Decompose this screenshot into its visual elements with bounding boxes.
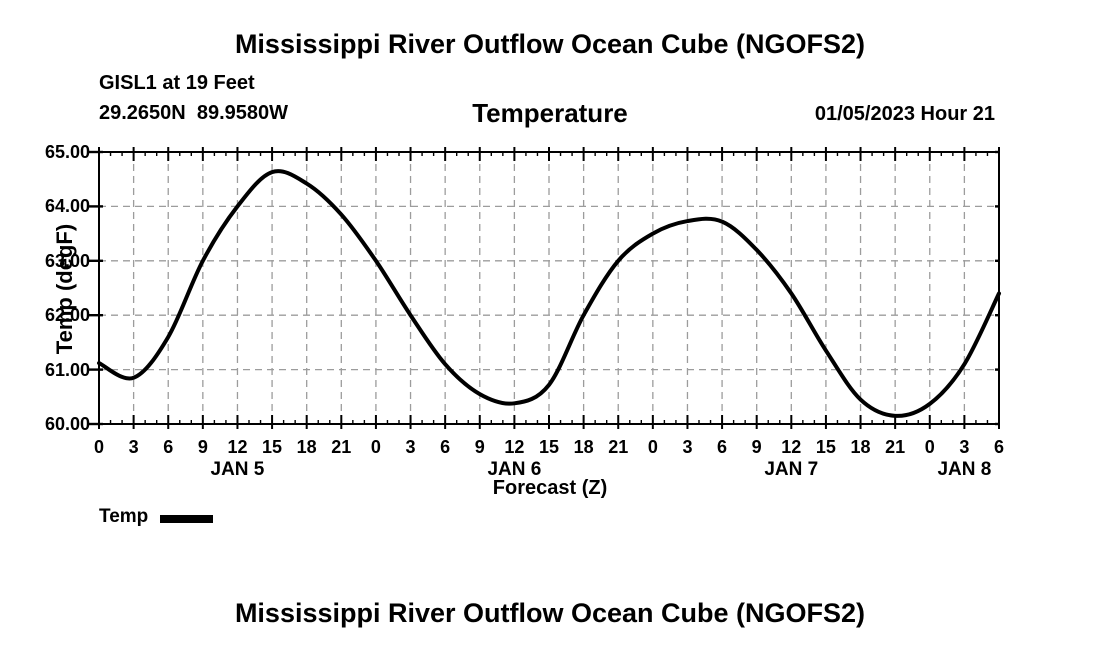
temperature-line-chart <box>89 147 1001 429</box>
x-tick-label: 0 <box>647 437 658 457</box>
x-tick-label: 6 <box>993 437 1004 457</box>
station-label: GISL1 at 19 Feet <box>99 72 255 94</box>
y-tick-label: 63.00 <box>44 250 90 271</box>
station-coordinates: 29.2650N 89.9580W <box>99 102 289 124</box>
x-tick-label: 9 <box>751 437 762 457</box>
x-tick-label: 18 <box>296 437 317 457</box>
x-tick-label: 15 <box>815 437 836 457</box>
x-tick-label: 12 <box>781 437 802 457</box>
x-tick-label: 3 <box>682 437 693 457</box>
y-tick-label: 64.00 <box>44 196 90 217</box>
x-tick-label: 3 <box>405 437 416 457</box>
x-tick-label: 6 <box>717 437 728 457</box>
day-label: JAN 6 <box>487 459 542 480</box>
x-tick-label: 18 <box>573 437 594 457</box>
y-tick-label: 62.00 <box>44 305 90 326</box>
x-tick-label: 3 <box>959 437 970 457</box>
x-tick-label: 9 <box>197 437 208 457</box>
x-tick-label: 18 <box>850 437 871 457</box>
day-label: JAN 5 <box>210 459 265 480</box>
x-tick-label: 0 <box>924 437 935 457</box>
forecast-cycle-label: 01/05/2023 Hour 21 <box>814 103 995 125</box>
day-label: JAN 8 <box>937 459 992 480</box>
x-tick-label: 0 <box>93 437 104 457</box>
x-tick-label: 15 <box>538 437 560 457</box>
x-tick-label: 12 <box>227 437 248 457</box>
x-tick-label: 9 <box>474 437 485 457</box>
page-title: Mississippi River Outflow Ocean Cube (NG… <box>234 29 866 59</box>
x-axis-label: Forecast (Z) <box>492 477 608 499</box>
x-tick-label: 21 <box>885 437 906 457</box>
y-tick-label: 61.00 <box>44 359 90 380</box>
y-tick-label: 65.00 <box>44 142 90 162</box>
x-tick-label: 3 <box>128 437 139 457</box>
legend-label: Temp <box>99 506 149 527</box>
temp-series-line <box>97 169 1001 418</box>
x-tick-label: 21 <box>608 437 629 457</box>
chart-title: Temperature <box>472 98 628 128</box>
day-label: JAN 7 <box>764 459 819 480</box>
legend-line-swatch <box>160 515 213 523</box>
y-tick-label: 60.00 <box>44 414 90 434</box>
x-tick-label: 12 <box>504 437 525 457</box>
x-tick-label: 15 <box>262 437 283 457</box>
x-tick-label: 0 <box>370 437 381 457</box>
x-tick-label: 6 <box>163 437 174 457</box>
x-tick-label: 6 <box>440 437 451 457</box>
x-tick-label: 21 <box>331 437 352 457</box>
next-page-title: Mississippi River Outflow Ocean Cube (NG… <box>234 598 866 628</box>
